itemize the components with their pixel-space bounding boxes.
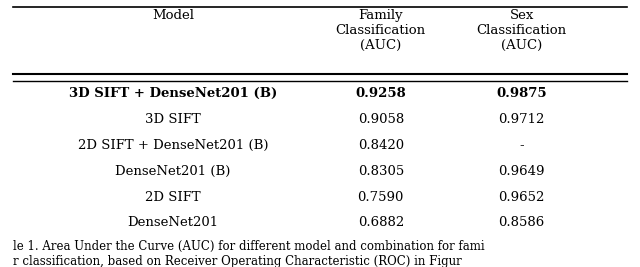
Text: 0.9649: 0.9649 [499, 165, 545, 178]
Text: le 1. Area Under the Curve (AUC) for different model and combination for fami
r : le 1. Area Under the Curve (AUC) for dif… [13, 240, 484, 267]
Text: Family
Classification
(AUC): Family Classification (AUC) [336, 9, 426, 52]
Text: 0.9258: 0.9258 [355, 87, 406, 100]
Text: 0.8305: 0.8305 [358, 165, 404, 178]
Text: 2D SIFT: 2D SIFT [145, 191, 200, 204]
Text: 0.9058: 0.9058 [358, 113, 404, 126]
Text: 0.8586: 0.8586 [499, 217, 545, 229]
Text: Sex
Classification
(AUC): Sex Classification (AUC) [477, 9, 566, 52]
Text: Model: Model [152, 9, 194, 22]
Text: 0.7590: 0.7590 [358, 191, 404, 204]
Text: 2D SIFT + DenseNet201 (B): 2D SIFT + DenseNet201 (B) [77, 139, 268, 152]
Text: 0.8420: 0.8420 [358, 139, 404, 152]
Text: 0.9875: 0.9875 [496, 87, 547, 100]
Text: DenseNet201: DenseNet201 [127, 217, 218, 229]
Text: DenseNet201 (B): DenseNet201 (B) [115, 165, 230, 178]
Text: 3D SIFT + DenseNet201 (B): 3D SIFT + DenseNet201 (B) [68, 87, 277, 100]
Text: 0.6882: 0.6882 [358, 217, 404, 229]
Text: 3D SIFT: 3D SIFT [145, 113, 201, 126]
Text: 0.9652: 0.9652 [499, 191, 545, 204]
Text: -: - [519, 139, 524, 152]
Text: 0.9712: 0.9712 [499, 113, 545, 126]
